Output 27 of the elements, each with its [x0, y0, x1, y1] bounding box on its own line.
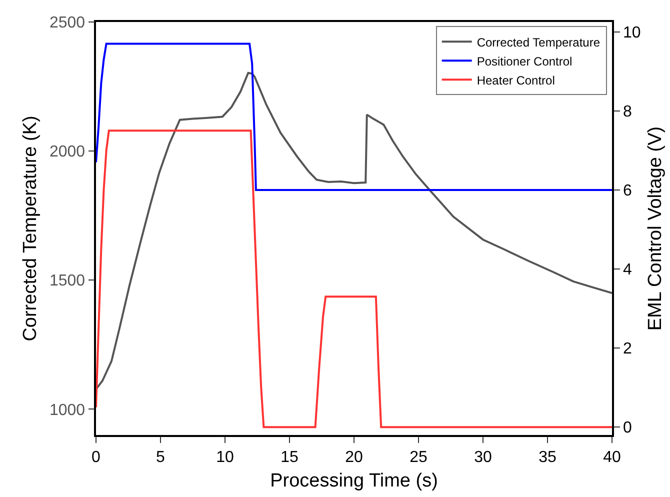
x-tick-label: 40: [603, 448, 621, 466]
y-tick-label: 2000: [49, 144, 86, 161]
x-tick-label: 5: [156, 448, 166, 466]
y2-tick-label: 10: [622, 24, 641, 42]
x-axis-title: Processing Time (s): [270, 470, 438, 492]
y2-tick-label: 6: [622, 182, 632, 200]
x-tick-label: 20: [345, 448, 363, 466]
y2-axis-title: EML Control Voltage (V): [645, 126, 666, 331]
y-tick-label: 1000: [49, 402, 86, 419]
x-tick-label: 25: [410, 448, 428, 466]
y2-tick-label: 0: [622, 420, 632, 437]
y-axis-title: Corrected Temperature (K): [20, 116, 41, 342]
legend-label: Heater Control: [476, 73, 555, 88]
y2-tick-label: 8: [622, 104, 632, 121]
y2-tick-label: 4: [622, 262, 632, 279]
y-tick-label: 2500: [49, 14, 86, 32]
y2-tick-label: 2: [622, 340, 632, 358]
line-series: [96, 72, 612, 390]
x-tick-label: 10: [216, 448, 234, 466]
legend-label: Corrected Temperature: [476, 35, 600, 50]
legend-label: Positioner Control: [476, 54, 572, 68]
line-series: [96, 130, 612, 428]
x-tick-label: 0: [92, 448, 101, 466]
x-tick-label: 35: [538, 448, 556, 466]
y-tick-label: 1500: [49, 272, 86, 290]
x-tick-label: 30: [474, 448, 492, 466]
x-tick-label: 15: [280, 448, 298, 466]
